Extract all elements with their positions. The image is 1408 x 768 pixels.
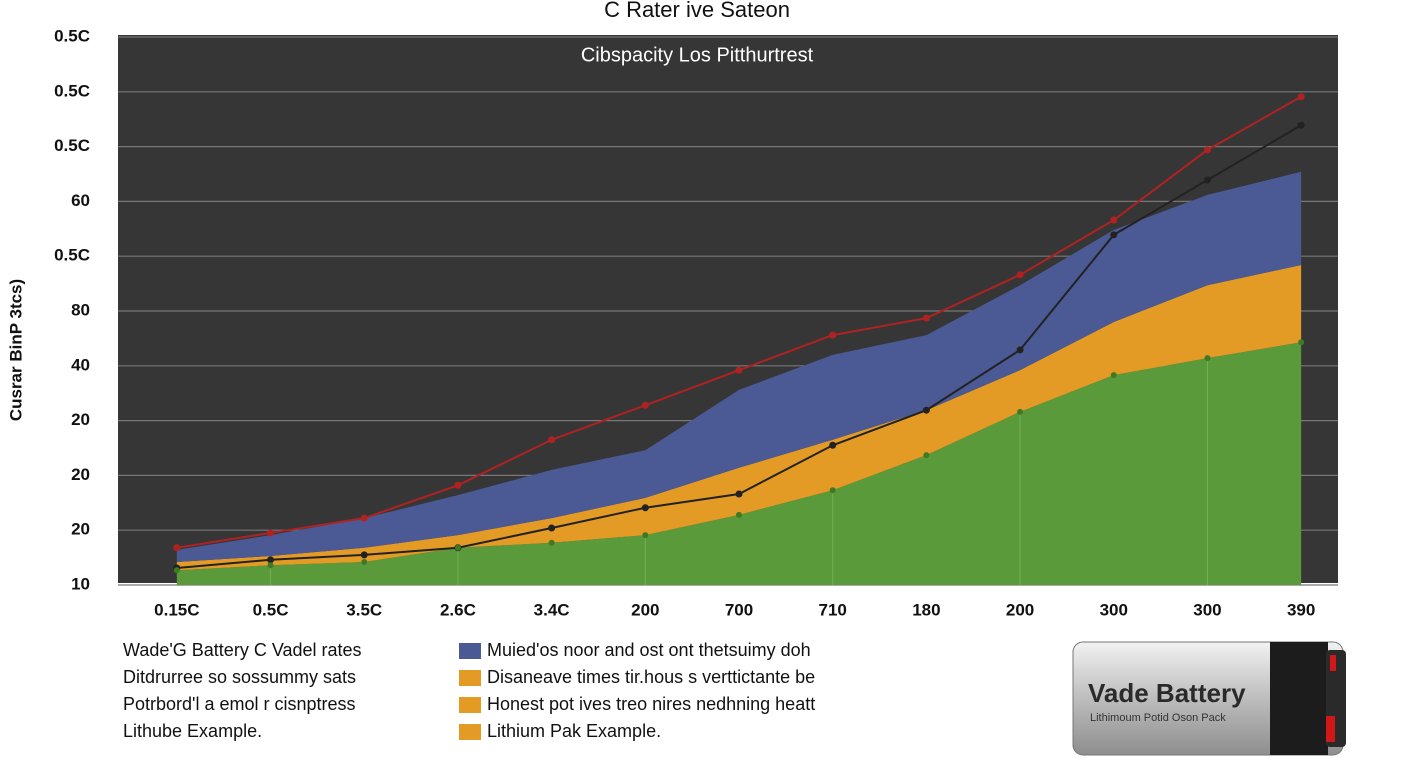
- chart-subtitle: Cibspacity Los Pitthurtrest: [581, 44, 814, 66]
- area-point: [548, 539, 555, 546]
- note: Wade'G Battery C Vadel rates: [123, 640, 362, 660]
- battery-subtitle: Lithimoum Potid Oson Pack: [1090, 712, 1226, 724]
- battery-red: [1326, 716, 1335, 742]
- y-tick-label: 80: [71, 300, 90, 319]
- line-point: [735, 366, 743, 374]
- line-point: [922, 314, 930, 322]
- area-point: [1204, 355, 1211, 362]
- y-tick-label: 20: [71, 465, 90, 484]
- legend-swatch: [459, 643, 481, 659]
- y-axis-label: Cusrar BinP 3tcs): [6, 279, 25, 421]
- battery-red: [1330, 655, 1336, 671]
- area-point: [1017, 408, 1024, 415]
- note: Potrbord'l a emol r cisnptress: [123, 694, 356, 714]
- line-point: [1203, 146, 1211, 154]
- x-tick-label: 0.5C: [253, 600, 289, 619]
- x-tick-label: 200: [631, 600, 659, 619]
- x-tick-label: 300: [1100, 600, 1128, 619]
- note: Ditdrurree so sossummy sats: [123, 667, 356, 687]
- area-point: [1110, 372, 1117, 379]
- line-point: [1297, 93, 1305, 101]
- line-point: [454, 481, 462, 489]
- area: [176, 264, 1302, 571]
- battery-graphic: Vade Battery Lithimoum Potid Oson Pack: [1072, 641, 1346, 756]
- line-point: [360, 514, 368, 522]
- line-point: [922, 406, 930, 414]
- y-tick-label: 0.5C: [54, 246, 90, 265]
- y-tick-label: 0.5C: [54, 26, 90, 45]
- y-tick-label: 0.5C: [54, 136, 90, 155]
- x-tick-label: 200: [1006, 600, 1034, 619]
- area-point: [361, 558, 368, 565]
- chart-title: C Rater ive Sateon: [604, 0, 790, 22]
- line-point: [360, 551, 368, 559]
- x-tick-label: 700: [725, 600, 753, 619]
- y-tick-label: 40: [71, 355, 90, 374]
- line-point: [548, 524, 556, 532]
- line-point: [1297, 121, 1305, 129]
- x-tick-label: 0.15C: [154, 600, 199, 619]
- line-point: [735, 490, 743, 498]
- area-point: [267, 562, 274, 569]
- legend-label: Lithium Pak Example.: [487, 721, 661, 741]
- y-tick-label: 10: [71, 574, 90, 593]
- area-point: [923, 452, 930, 459]
- x-tick-label: 300: [1193, 600, 1221, 619]
- area-point: [736, 511, 742, 518]
- legend-label: Disaneave times tir.hous s verttictante …: [487, 667, 815, 687]
- line-point: [1016, 271, 1024, 279]
- legend-label: Muied'os noor and ost ont thetsuimy doh: [487, 640, 811, 660]
- x-tick-label: 3.5C: [346, 600, 382, 619]
- legend-swatch: [459, 697, 481, 713]
- y-tick-label: 60: [71, 191, 90, 210]
- legend-swatch: [459, 724, 481, 740]
- line-point: [267, 556, 275, 564]
- line-point: [1110, 216, 1118, 224]
- x-tick-label: 710: [819, 600, 847, 619]
- area: [176, 171, 1302, 562]
- x-tick-label: 180: [912, 600, 940, 619]
- legend-label: Honest pot ives treo nires nedhning heat…: [487, 694, 815, 714]
- line-point: [641, 401, 649, 409]
- x-tick-label: 390: [1287, 600, 1315, 619]
- x-tick-label: 2.6C: [440, 600, 476, 619]
- line-point: [1016, 346, 1024, 354]
- area-point: [642, 532, 649, 539]
- line-point: [641, 504, 649, 512]
- line-point: [829, 441, 837, 449]
- line-point: [173, 544, 181, 552]
- line-point: [829, 331, 837, 339]
- area-point: [173, 567, 180, 574]
- battery-title: Vade Battery: [1088, 678, 1246, 708]
- line-point: [1110, 231, 1118, 239]
- area-point: [829, 487, 836, 494]
- y-tick-label: 20: [71, 410, 90, 429]
- y-tick-label: 20: [71, 520, 90, 539]
- battery-cap: [1270, 642, 1328, 755]
- line-point: [1203, 176, 1211, 184]
- note: Lithube Example.: [123, 721, 262, 741]
- area-point: [454, 544, 461, 551]
- line-point: [548, 436, 556, 444]
- x-tick-label: 3.4C: [534, 600, 570, 619]
- line-point: [267, 529, 275, 537]
- y-tick-label: 0.5C: [54, 81, 90, 100]
- legend-swatch: [459, 670, 481, 686]
- area-point: [1298, 339, 1305, 346]
